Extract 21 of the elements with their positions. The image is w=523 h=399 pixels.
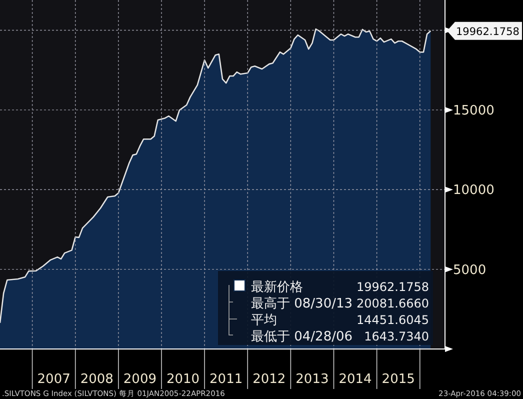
annotation: 最低于 04/28/06	[251, 330, 353, 344]
y-tick-label: 10000	[453, 183, 494, 198]
annotation: 19962.1758	[356, 280, 429, 294]
series-label: 最新价格	[251, 280, 303, 295]
x-tick-label: 2008	[80, 372, 114, 387]
x-tick-label: 2009	[123, 372, 157, 387]
x-tick-label: 2015	[382, 372, 415, 387]
x-tick-label: 2011	[210, 372, 243, 387]
x-tick-label: 2013	[296, 372, 329, 387]
x-tick-label: 2014	[338, 372, 372, 387]
annotation: 平均	[251, 313, 277, 328]
y-tick-label: 5000	[453, 262, 486, 278]
y-tick-label: 15000	[453, 103, 494, 118]
annotation: 1643.7340	[364, 330, 429, 344]
x-tick-label: 2010	[166, 372, 200, 387]
annotation: 14451.6045	[356, 313, 429, 327]
annotation: 最高于 08/30/13	[251, 296, 353, 312]
x-tick-label: 2007	[37, 372, 70, 387]
annotation: 19962.1758	[456, 26, 520, 38]
annotation: 20081.6660	[356, 296, 429, 310]
x-tick-label: 2012	[252, 372, 286, 387]
